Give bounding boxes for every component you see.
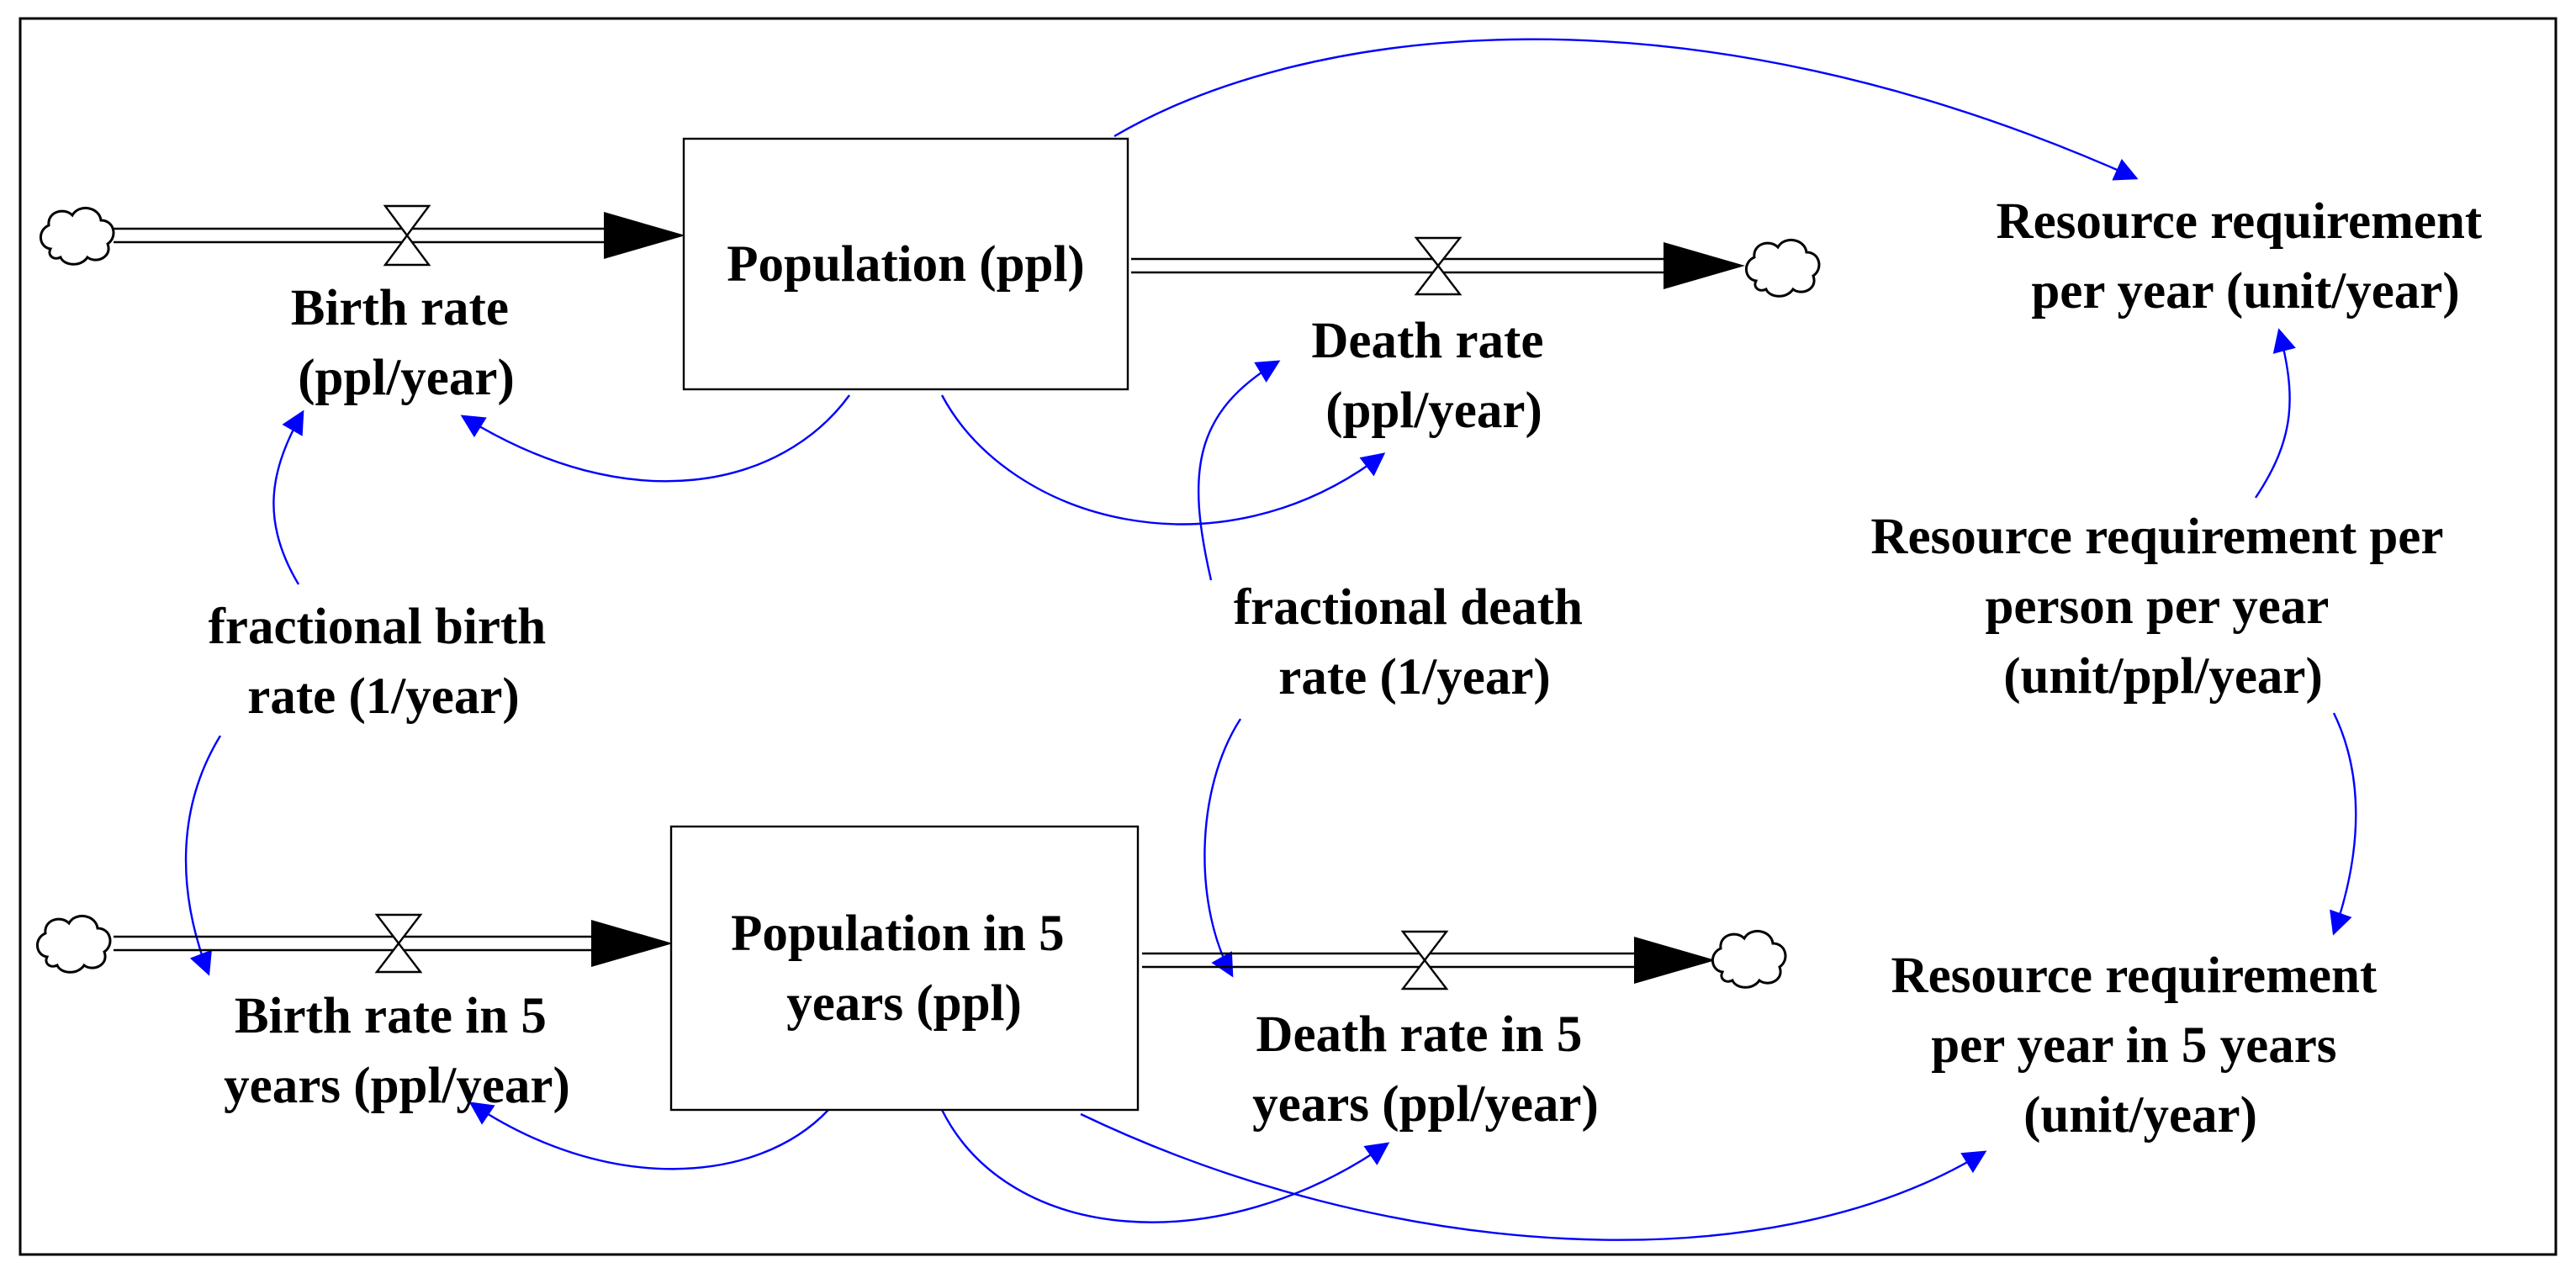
stock-population-box [682, 137, 1129, 391]
variable-resource-per-person-label: Resource requirement per person per year… [1870, 509, 2455, 705]
death-flow-arrowhead [1664, 242, 1745, 289]
cloud-icon [36, 915, 112, 974]
link-resource-per-person-to-resource-requirement [2255, 328, 2296, 499]
link-population-to-birth-rate [460, 394, 850, 483]
link-fractional-death-to-death-rate-5y [1203, 718, 1242, 978]
flow-death-rate-5y-label: Death rate in 5 years (ppl/year) [1252, 1006, 1599, 1133]
death-5y-flow-arrowhead [1634, 937, 1716, 984]
variable-fractional-death-rate-label: fractional death rate (1/year) [1234, 579, 1595, 705]
link-population-5y-to-resource-requirement-5y [1080, 1112, 1987, 1241]
valve-icon [1400, 930, 1449, 990]
cloud-icon [1711, 930, 1787, 989]
birth-5y-flow-arrowhead [591, 920, 673, 967]
link-population-to-death-rate [940, 394, 1386, 526]
flow-death-rate-label: Death rate (ppl/year) [1311, 313, 1556, 439]
flow-birth-rate-5y-label: Birth rate in 5 years (ppl/year) [224, 988, 570, 1114]
link-population-to-resource-requirement [1113, 38, 2139, 181]
valve-icon [383, 204, 431, 267]
variable-fractional-birth-rate-label: fractional birth rate (1/year) [209, 599, 559, 725]
link-population-5y-to-birth-rate-5y [468, 1101, 829, 1170]
link-fractional-birth-to-birth-rate [272, 409, 304, 585]
diagram-frame [19, 17, 2557, 1256]
valve-icon [1414, 236, 1463, 296]
stock-population-label: Population (ppl) [727, 236, 1084, 293]
link-fractional-birth-to-birth-rate-5y [184, 735, 222, 976]
cloud-icon [1745, 239, 1821, 298]
cloud-icon [40, 207, 115, 266]
link-population-5y-to-death-rate-5y [940, 1109, 1390, 1223]
flow-birth-rate-label: Birth rate (ppl/year) [291, 280, 521, 406]
flow-pipes [114, 212, 1745, 984]
stock-population-5y-box [669, 825, 1140, 1112]
birth-flow-arrowhead [604, 212, 685, 259]
valve-icon [374, 913, 423, 974]
variable-resource-requirement-label: Resource requirement per year (unit/year… [1997, 193, 2495, 320]
stock-population-5y-label: Population in 5 years (ppl) [731, 906, 1077, 1032]
link-resource-per-person-to-resource-requirement-5y [2330, 712, 2357, 936]
variable-resource-requirement-5y-label: Resource requirement per year in 5 years… [1891, 948, 2390, 1144]
causal-links [184, 38, 2357, 1241]
link-fractional-death-to-death-rate [1197, 360, 1281, 581]
